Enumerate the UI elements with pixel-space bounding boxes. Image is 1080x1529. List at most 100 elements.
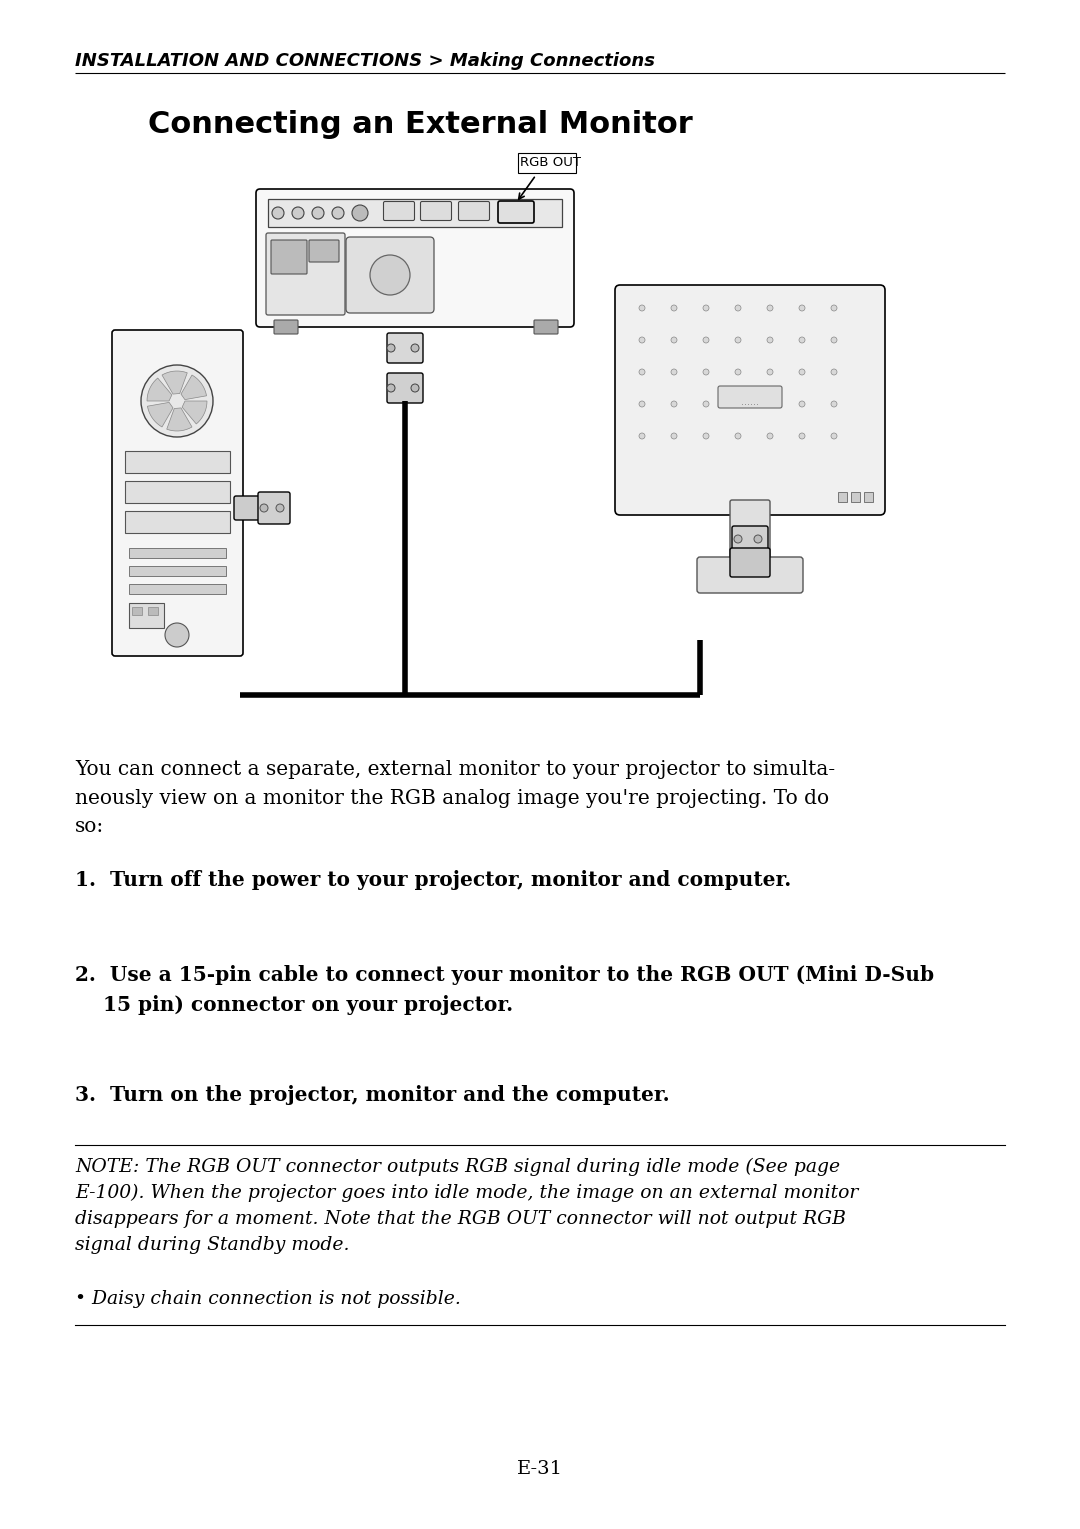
FancyBboxPatch shape xyxy=(534,320,558,333)
Bar xyxy=(864,492,873,502)
Circle shape xyxy=(671,368,677,375)
Circle shape xyxy=(411,344,419,352)
Bar xyxy=(268,199,562,226)
Text: ......: ...... xyxy=(741,398,759,407)
Circle shape xyxy=(671,336,677,342)
Circle shape xyxy=(703,368,708,375)
Circle shape xyxy=(735,368,741,375)
Polygon shape xyxy=(181,375,206,399)
Circle shape xyxy=(754,535,762,543)
Text: E-31: E-31 xyxy=(517,1460,563,1479)
FancyBboxPatch shape xyxy=(718,385,782,408)
Circle shape xyxy=(639,401,645,407)
Bar xyxy=(125,451,230,472)
Text: You can connect a separate, external monitor to your projector to simulta-
neous: You can connect a separate, external mon… xyxy=(75,760,835,836)
Circle shape xyxy=(831,368,837,375)
Text: 1.  Turn off the power to your projector, monitor and computer.: 1. Turn off the power to your projector,… xyxy=(75,870,792,890)
FancyBboxPatch shape xyxy=(730,500,770,569)
Circle shape xyxy=(799,368,805,375)
Bar xyxy=(129,584,226,593)
Circle shape xyxy=(831,304,837,310)
FancyBboxPatch shape xyxy=(387,373,423,404)
Circle shape xyxy=(734,535,742,543)
Circle shape xyxy=(767,304,773,310)
Polygon shape xyxy=(148,402,173,427)
FancyBboxPatch shape xyxy=(258,492,291,524)
Circle shape xyxy=(767,433,773,439)
Bar xyxy=(129,566,226,576)
Text: NOTE: The RGB OUT connector outputs RGB signal during idle mode (See page
E-100): NOTE: The RGB OUT connector outputs RGB … xyxy=(75,1157,859,1254)
FancyBboxPatch shape xyxy=(732,526,768,552)
Circle shape xyxy=(332,206,345,219)
Circle shape xyxy=(703,304,708,310)
FancyBboxPatch shape xyxy=(309,240,339,261)
FancyBboxPatch shape xyxy=(274,320,298,333)
Circle shape xyxy=(387,384,395,391)
Text: 15 pin) connector on your projector.: 15 pin) connector on your projector. xyxy=(103,995,513,1015)
Circle shape xyxy=(703,401,708,407)
Circle shape xyxy=(141,365,213,437)
Text: INSTALLATION AND CONNECTIONS > Making Connections: INSTALLATION AND CONNECTIONS > Making Co… xyxy=(75,52,654,70)
Circle shape xyxy=(312,206,324,219)
Circle shape xyxy=(703,433,708,439)
Bar xyxy=(148,607,158,615)
FancyBboxPatch shape xyxy=(697,557,804,593)
Circle shape xyxy=(799,336,805,342)
Circle shape xyxy=(799,304,805,310)
Bar xyxy=(838,492,847,502)
FancyBboxPatch shape xyxy=(730,547,770,576)
Text: 3.  Turn on the projector, monitor and the computer.: 3. Turn on the projector, monitor and th… xyxy=(75,1086,670,1105)
Circle shape xyxy=(387,344,395,352)
Bar xyxy=(851,492,860,502)
Circle shape xyxy=(735,304,741,310)
Circle shape xyxy=(260,505,268,512)
Polygon shape xyxy=(166,408,192,431)
Bar xyxy=(125,482,230,503)
FancyBboxPatch shape xyxy=(498,200,534,223)
Circle shape xyxy=(639,433,645,439)
Circle shape xyxy=(276,505,284,512)
Bar xyxy=(125,511,230,534)
Circle shape xyxy=(735,401,741,407)
Bar xyxy=(129,602,164,628)
Circle shape xyxy=(831,336,837,342)
Circle shape xyxy=(671,401,677,407)
FancyBboxPatch shape xyxy=(266,232,345,315)
Circle shape xyxy=(767,368,773,375)
Circle shape xyxy=(639,336,645,342)
FancyBboxPatch shape xyxy=(518,153,576,173)
Polygon shape xyxy=(162,372,187,394)
FancyBboxPatch shape xyxy=(256,190,573,327)
FancyBboxPatch shape xyxy=(346,237,434,313)
Circle shape xyxy=(767,336,773,342)
Circle shape xyxy=(370,255,410,295)
FancyBboxPatch shape xyxy=(615,284,885,515)
Circle shape xyxy=(703,336,708,342)
Circle shape xyxy=(639,368,645,375)
FancyBboxPatch shape xyxy=(459,202,489,220)
Circle shape xyxy=(831,401,837,407)
FancyBboxPatch shape xyxy=(387,333,423,362)
FancyBboxPatch shape xyxy=(271,240,307,274)
Polygon shape xyxy=(147,378,172,401)
Circle shape xyxy=(292,206,303,219)
Text: 2.  Use a 15-pin cable to connect your monitor to the RGB OUT (Mini D-Sub: 2. Use a 15-pin cable to connect your mo… xyxy=(75,965,934,985)
Circle shape xyxy=(671,304,677,310)
Circle shape xyxy=(352,205,368,222)
Circle shape xyxy=(639,304,645,310)
FancyBboxPatch shape xyxy=(112,330,243,656)
Circle shape xyxy=(799,401,805,407)
FancyBboxPatch shape xyxy=(383,202,415,220)
Circle shape xyxy=(671,433,677,439)
Circle shape xyxy=(735,433,741,439)
Bar xyxy=(129,547,226,558)
FancyBboxPatch shape xyxy=(420,202,451,220)
Circle shape xyxy=(735,336,741,342)
Text: Connecting an External Monitor: Connecting an External Monitor xyxy=(148,110,692,139)
Bar xyxy=(132,607,141,615)
Text: • Daisy chain connection is not possible.: • Daisy chain connection is not possible… xyxy=(75,1290,461,1307)
Circle shape xyxy=(767,401,773,407)
Polygon shape xyxy=(183,401,207,424)
Circle shape xyxy=(165,622,189,647)
Circle shape xyxy=(272,206,284,219)
